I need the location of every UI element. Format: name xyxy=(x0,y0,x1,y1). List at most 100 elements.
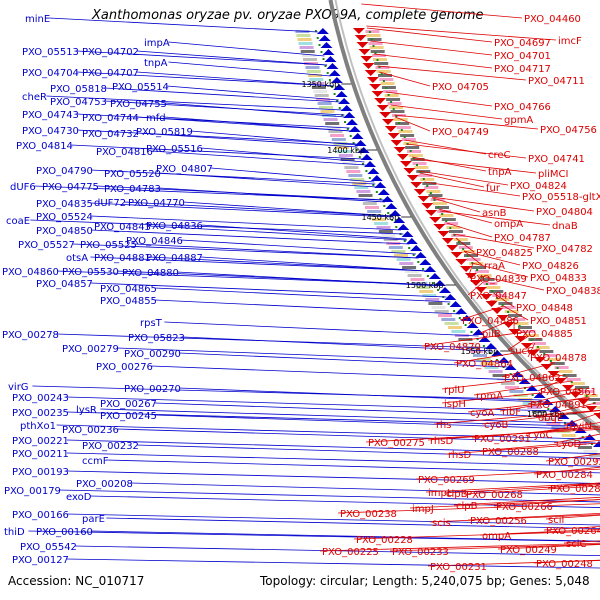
feature-band-stripe xyxy=(432,202,447,205)
feature-band-stripe xyxy=(448,230,463,233)
gene-arrow-forward xyxy=(357,147,370,153)
leader-line-left xyxy=(178,387,545,403)
feature-band-stripe xyxy=(365,30,380,33)
feature-band-stripe xyxy=(508,314,522,317)
gene-label-right: PXO_04886 xyxy=(462,316,519,327)
gene-arrow-forward xyxy=(593,441,600,447)
feature-band-stripe xyxy=(414,166,429,169)
feature-band-stripe xyxy=(426,190,441,193)
gene-label-left: PXO_05524 xyxy=(36,212,93,223)
gene-label-right: PXO_04782 xyxy=(536,244,593,255)
leader-line-right xyxy=(493,499,600,507)
feature-band-stripe xyxy=(344,166,359,169)
gc-mark xyxy=(417,261,420,263)
gene-label-right: rpmA xyxy=(476,391,503,402)
gene-arrow-reverse xyxy=(520,343,533,349)
leader-line-left xyxy=(136,132,358,148)
gene-label-left: PXO_04753 xyxy=(50,97,107,108)
gene-arrow-reverse xyxy=(502,322,515,328)
gene-arrow-reverse xyxy=(374,98,387,104)
leader-line-left xyxy=(90,282,447,298)
leader-line-right xyxy=(453,348,541,364)
leader-line-left xyxy=(58,489,600,503)
gene-label-right: fur xyxy=(486,183,501,194)
feature-band-stripe xyxy=(484,366,499,369)
feature-band-stripe xyxy=(391,250,406,253)
leader-line-right xyxy=(377,65,527,81)
leader-line-right xyxy=(366,27,493,43)
gc-mark xyxy=(496,297,499,299)
gene-label-left: PXO_00211 xyxy=(12,449,69,460)
gene-arrow-forward xyxy=(405,238,418,244)
gene-label-right: PXO_00268 xyxy=(466,490,523,501)
feature-band-stripe xyxy=(374,222,389,225)
leader-line-left xyxy=(200,147,365,163)
feature-band-stripe xyxy=(444,322,459,325)
gene-label-right: asnB xyxy=(482,208,507,219)
gene-arrow-forward xyxy=(364,161,376,167)
feature-band-stripe xyxy=(524,334,539,337)
gene-arrow-reverse xyxy=(508,329,521,335)
feature-band-stripe xyxy=(558,370,573,373)
gc-mark xyxy=(507,311,510,313)
gene-label-right: PXO_04804 xyxy=(536,207,593,218)
leader-line-left xyxy=(136,444,600,459)
leader-line-left xyxy=(76,129,357,145)
feature-band-stripe xyxy=(570,382,585,385)
feature-band-stripe xyxy=(305,66,320,69)
gene-arrow-reverse xyxy=(356,42,369,48)
gene-arrow-forward xyxy=(374,182,387,188)
gene-arrow-forward xyxy=(393,217,406,223)
gc-mark xyxy=(403,240,406,242)
gene-label-left: PXO_00208 xyxy=(76,479,133,490)
gene-label-right: creC xyxy=(488,150,511,161)
gc-mark xyxy=(431,282,434,284)
feature-band-stripe xyxy=(541,418,556,421)
gene-label-left: PXO_00290 xyxy=(124,349,181,360)
gene-label-right: PXO_00248 xyxy=(536,559,593,570)
feature-band-stripe xyxy=(579,390,594,393)
leader-line-left xyxy=(154,287,451,303)
gene-label-left: minE xyxy=(25,14,50,25)
leader-line-right xyxy=(427,560,600,567)
gene-label-right: PXO_04851 xyxy=(530,316,587,327)
gc-mark xyxy=(344,121,346,123)
gene-arrow-forward xyxy=(484,343,497,349)
feature-band-stripe xyxy=(394,254,408,257)
feature-band-stripe xyxy=(504,310,519,313)
feature-band-stripe xyxy=(466,258,481,261)
feature-band-stripe xyxy=(474,270,489,273)
leader-line-right xyxy=(432,196,535,212)
gene-label-right: PXO_04833 xyxy=(530,273,587,284)
feature-band-stripe xyxy=(500,382,515,385)
gene-label-right: PXO_04741 xyxy=(528,154,585,165)
gene-label-right: PXO_04697 xyxy=(494,38,551,49)
gene-arrow-reverse xyxy=(491,308,504,314)
leader-line-left xyxy=(134,243,419,259)
feature-band-stripe xyxy=(400,134,415,137)
feature-band-stripe xyxy=(588,398,600,401)
gene-label-right: ompA xyxy=(482,531,511,542)
gc-mark xyxy=(585,395,588,397)
feature-band-stripe xyxy=(380,82,395,85)
feature-band-stripe xyxy=(308,74,322,77)
gc-mark xyxy=(422,268,425,270)
gene-arrow-forward xyxy=(583,434,596,440)
feature-band-stripe xyxy=(401,138,416,141)
gene-label-left: dUF72 xyxy=(94,198,126,209)
gc-mark xyxy=(480,276,483,278)
leader-line-right xyxy=(553,433,600,444)
leader-line-left xyxy=(136,71,334,87)
feature-band-stripe xyxy=(342,162,357,165)
leader-line-right xyxy=(446,222,493,238)
gene-label-left: PXO_04775 xyxy=(42,182,99,193)
feature-band-stripe xyxy=(407,150,421,153)
gene-arrow-reverse xyxy=(364,70,377,76)
gene-arrow-reverse xyxy=(369,84,382,90)
gc-mark xyxy=(449,227,452,229)
gene-label-left: PXO_04707 xyxy=(82,68,139,79)
feature-band-stripe xyxy=(313,90,328,93)
leader-line-left xyxy=(28,530,600,542)
feature-band-stripe xyxy=(477,274,492,277)
